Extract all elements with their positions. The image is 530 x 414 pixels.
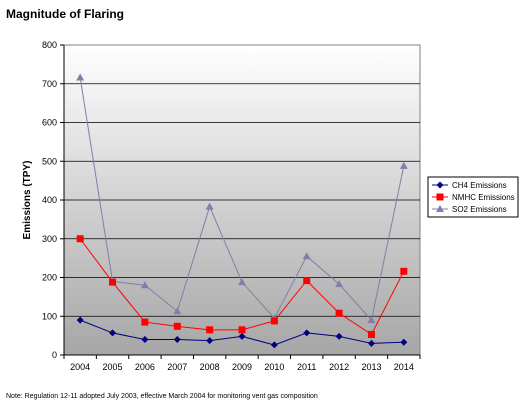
x-tick-label: 2004 (70, 362, 90, 372)
data-point (206, 326, 214, 334)
x-tick-label: 2011 (297, 362, 316, 372)
data-point (335, 309, 343, 317)
data-point (238, 326, 246, 334)
y-tick-label: 600 (42, 118, 57, 128)
y-tick-label: 700 (42, 79, 57, 89)
legend-marker (436, 205, 444, 212)
data-point (303, 329, 311, 337)
x-tick-label: 2010 (264, 362, 284, 372)
y-tick-label: 200 (42, 273, 57, 283)
x-tick-label: 2007 (167, 362, 187, 372)
legend-label: CH4 Emissions (452, 181, 507, 190)
legend: CH4 Emissions NMHC Emissions SO2 Emissions (427, 176, 519, 218)
data-point (238, 332, 246, 340)
data-point (238, 278, 246, 286)
y-axis-label: Emissions (TPY) (22, 161, 33, 240)
data-point (140, 281, 149, 289)
x-tick-label: 2012 (329, 362, 349, 372)
legend-marker (436, 181, 444, 189)
y-tick-label: 400 (42, 195, 57, 205)
data-point (141, 336, 149, 343)
data-point (367, 316, 376, 324)
data-point (109, 278, 117, 286)
y-tick-label: 0 (52, 350, 57, 360)
series-nmhc-emissions (76, 235, 408, 338)
data-point (173, 336, 181, 343)
legend-marker (436, 193, 444, 201)
data-point (76, 73, 85, 81)
x-tick-label: 2006 (135, 362, 155, 372)
data-point (400, 338, 408, 346)
series-ch4-emissions (76, 316, 408, 349)
data-point (206, 337, 214, 345)
data-point (270, 341, 278, 349)
data-point (335, 280, 344, 288)
legend-label: NMHC Emissions (452, 193, 515, 202)
y-axis: 0 100 200 300 400 500 600 700 800 (42, 40, 65, 360)
data-point (335, 332, 343, 340)
data-point (141, 318, 149, 326)
data-point (399, 161, 408, 169)
data-point (109, 329, 117, 337)
data-point (367, 330, 375, 338)
x-tick-label: 2008 (200, 362, 220, 372)
data-point (302, 252, 311, 260)
x-axis: 2004 2005 2006 2007 2008 2009 2010 2011 2012 2013… (63, 354, 421, 372)
chart-title: Magnitude of Flaring (6, 7, 124, 21)
y-tick-label: 500 (42, 156, 57, 166)
footnote: Note: Regulation 12-11 adopted July 2003… (6, 393, 318, 400)
legend-label: SO2 Emissions (452, 205, 507, 214)
data-point (173, 322, 181, 330)
y-tick-label: 800 (42, 40, 57, 50)
y-tick-label: 100 (42, 311, 57, 321)
data-point (367, 339, 375, 347)
x-tick-label: 2009 (232, 362, 252, 372)
x-tick-label: 2014 (394, 362, 414, 372)
data-point (400, 267, 408, 275)
data-point (303, 277, 311, 285)
data-point (76, 235, 84, 243)
data-point (173, 307, 182, 315)
y-tick-label: 300 (42, 234, 57, 244)
data-point (76, 316, 84, 324)
series-group (76, 73, 408, 349)
data-point (270, 317, 278, 325)
gridlines (64, 83, 420, 317)
data-point (205, 202, 214, 210)
x-tick-label: 2005 (103, 362, 123, 372)
x-tick-label: 2013 (361, 362, 381, 372)
